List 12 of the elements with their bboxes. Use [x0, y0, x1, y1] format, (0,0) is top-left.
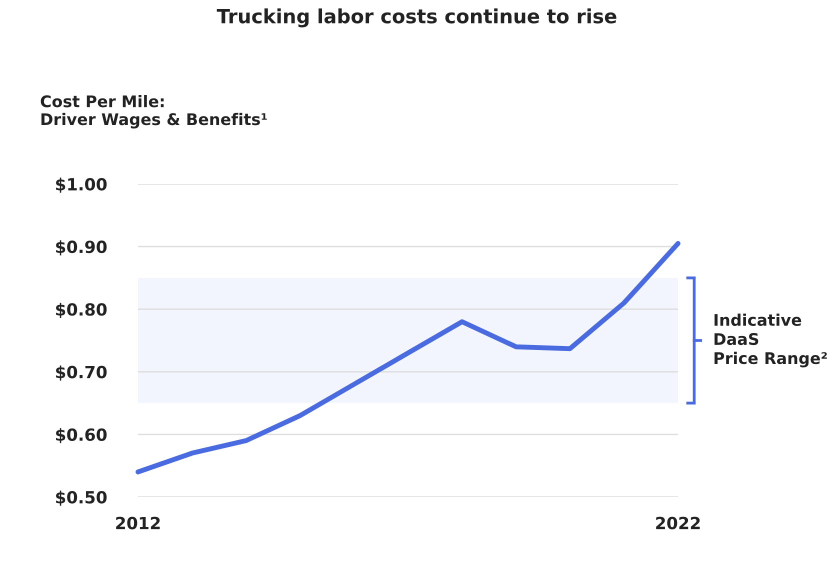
y-tick-label: $0.60 — [56, 428, 107, 444]
x-tick-label: 2012 — [116, 516, 160, 530]
y-tick-label: $0.50 — [56, 490, 107, 506]
y-tick-label: $0.70 — [56, 365, 107, 381]
y-axis-title: Cost Per Mile: Driver Wages & Benefits¹ — [40, 95, 267, 128]
y-tick-label: $1.00 — [56, 178, 107, 193]
chart-title: Trucking labor costs continue to rise — [216, 8, 616, 28]
y-tick-label: $0.90 — [56, 240, 107, 256]
band-label: Indicative DaaS Price Range² — [714, 314, 827, 368]
line-series — [136, 241, 680, 474]
y-tick-label: $0.80 — [56, 302, 107, 318]
x-tick-label: 2022 — [656, 516, 700, 530]
